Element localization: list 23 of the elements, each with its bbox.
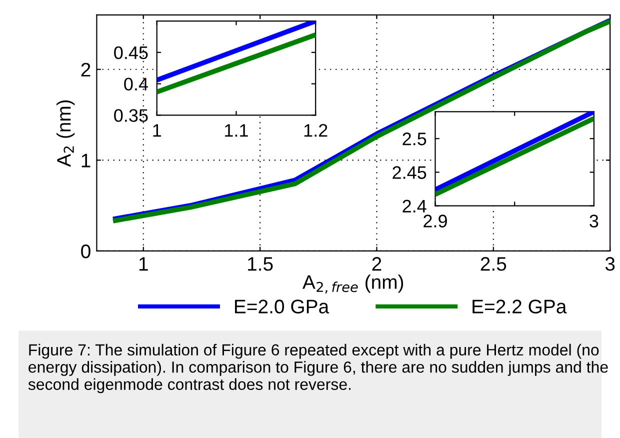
x-tick-label: 1.1 bbox=[225, 124, 248, 137]
y-tick-label: 0.45 bbox=[114, 46, 148, 60]
y-tick-label: 1 bbox=[82, 154, 90, 168]
x-tick-label: 3 bbox=[590, 214, 598, 228]
caption: Figure 7: The simulation of Figure 6 repeated except with a pure Hertz model (no energy dissipation). In comparison to Figure 6, there are no sudden jumps and the second eigenmode contrast does not reverse. bbox=[28, 344, 608, 394]
x-tick-label: 3 bbox=[605, 257, 615, 271]
x-tick-label: 1.2 bbox=[304, 124, 328, 137]
x-tick-label: 1.5 bbox=[248, 257, 273, 271]
y-axis-title: A$_{2}$ (nm) bbox=[56, 100, 75, 167]
x-tick-label: 2 bbox=[372, 257, 382, 271]
legend-label: E=2.0 GPa bbox=[235, 300, 330, 314]
x-tick-label: 2.5 bbox=[480, 257, 506, 271]
y-tick-label: 2 bbox=[81, 62, 90, 76]
y-tick-label: 2.4 bbox=[402, 200, 426, 212]
x-axis-title: A$_{2,free}$ (nm) bbox=[302, 274, 404, 294]
legend-label: E=2.2 GPa bbox=[472, 300, 567, 314]
y-tick-label: 2.5 bbox=[402, 132, 426, 146]
x-tick-label: 1 bbox=[153, 124, 161, 137]
x-tick-label: 2.9 bbox=[424, 214, 447, 228]
y-tick-label: 2.45 bbox=[392, 166, 426, 179]
y-tick-label: 0 bbox=[81, 244, 90, 258]
y-tick-label: 0.4 bbox=[124, 78, 148, 91]
y-tick-label: 0.35 bbox=[114, 109, 148, 122]
